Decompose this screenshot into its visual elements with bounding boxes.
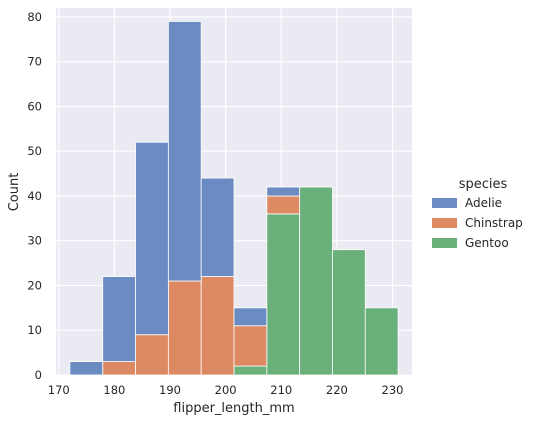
x-tick-label-220: 220 [326, 383, 348, 397]
x-tick-labels: 170 180 190 200 210 220 230 [48, 383, 404, 397]
y-tick-labels: 0 10 20 30 40 50 60 70 80 [27, 10, 42, 382]
bar-chinstrap-bin-4 [200, 276, 235, 376]
legend-label-gentoo: Gentoo [465, 236, 509, 250]
bar-chinstrap-bin-1 [102, 361, 136, 376]
y-tick-label-80: 80 [27, 10, 42, 24]
bar-adelie-bin-1 [102, 276, 136, 362]
bar-adelie-bin-0 [69, 361, 104, 376]
bar-chinstrap-bin-2 [135, 334, 169, 376]
legend-label-adelie: Adelie [465, 196, 502, 210]
y-tick-label-0: 0 [35, 368, 42, 382]
y-tick-label-30: 30 [27, 234, 42, 248]
legend: species Adelie Chinstrap Gentoo [432, 177, 523, 250]
legend-items: Adelie Chinstrap Gentoo [432, 196, 523, 250]
x-tick-label-210: 210 [270, 383, 292, 397]
legend-swatch-gentoo [432, 238, 457, 248]
y-tick-label-50: 50 [27, 144, 42, 158]
bar-adelie-bin-3 [167, 21, 202, 282]
bar-adelie-bin-5 [233, 307, 268, 327]
bar-chinstrap-bin-5 [233, 325, 268, 367]
bar-gentoo-bin-5 [233, 365, 268, 376]
y-tick-label-20: 20 [27, 278, 42, 292]
x-axis-label: flipper_length_mm [173, 401, 294, 416]
bar-gentoo-bin-6 [266, 213, 301, 376]
histogram-bars [69, 21, 399, 376]
x-tick-label-200: 200 [215, 383, 237, 397]
bar-chinstrap-bin-3 [167, 280, 202, 376]
bar-chinstrap-bin-6 [266, 195, 301, 215]
legend-label-chinstrap: Chinstrap [465, 216, 523, 230]
x-tick-label-230: 230 [382, 383, 404, 397]
y-tick-label-70: 70 [27, 55, 42, 69]
bar-adelie-bin-2 [135, 141, 169, 336]
y-tick-label-40: 40 [27, 189, 42, 203]
bar-adelie-bin-4 [200, 177, 235, 277]
legend-swatch-chinstrap [432, 218, 457, 228]
y-tick-label-10: 10 [27, 323, 42, 337]
y-tick-label-60: 60 [27, 99, 42, 113]
bar-gentoo-bin-9 [364, 307, 399, 376]
legend-swatch-adelie [432, 198, 457, 208]
x-tick-label-190: 190 [159, 383, 181, 397]
x-tick-label-180: 180 [103, 383, 125, 397]
bar-gentoo-bin-7 [299, 186, 333, 376]
bar-gentoo-bin-8 [332, 249, 366, 376]
x-tick-label-170: 170 [48, 383, 70, 397]
legend-title: species [459, 177, 508, 192]
y-axis-label: Count [7, 173, 22, 212]
bar-adelie-bin-6 [266, 186, 301, 197]
